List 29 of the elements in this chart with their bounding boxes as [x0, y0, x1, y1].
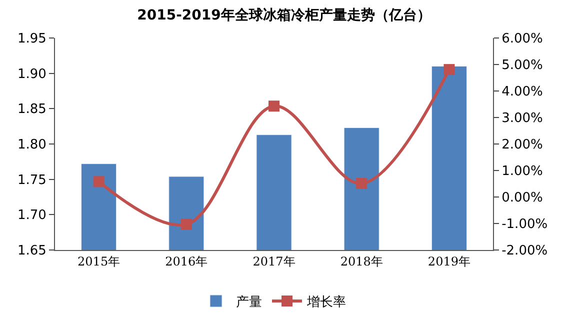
- x-tick-label: 2019年: [428, 254, 470, 268]
- y2-tick-label: 2.00%: [502, 138, 543, 153]
- legend-label: 增长率: [306, 294, 346, 310]
- y-tick-label: 1.85: [17, 102, 46, 118]
- y2-tick-label: 0.00%: [502, 190, 543, 206]
- y2-tick-label: 4.00%: [502, 84, 543, 100]
- point: [180, 218, 192, 230]
- chart-title: 2015-2019年全球冰箱冷柜产量走势（亿台）: [137, 6, 431, 24]
- y2-tick-label: -1.00%: [502, 217, 548, 232]
- x-tick-label: 2016年: [165, 254, 208, 268]
- y2-tick-label: -2.00%: [502, 244, 548, 259]
- point: [268, 100, 280, 112]
- x-tick-label: 2018年: [340, 254, 383, 268]
- x-tick-label: 2017年: [252, 254, 296, 268]
- legend-label: 产量: [236, 295, 262, 310]
- y2-tick-label: 6.00%: [502, 32, 543, 47]
- x-tick-label: 2015年: [78, 254, 120, 268]
- y-tick-label: 1.65: [17, 244, 46, 259]
- point: [356, 178, 368, 189]
- y2-tick-label: 1.00%: [502, 164, 543, 180]
- y-tick-label: 1.80: [17, 138, 46, 153]
- point: [93, 176, 104, 188]
- y2-tick-label: 3.00%: [502, 111, 543, 126]
- y-tick-label: 1.90: [17, 66, 46, 82]
- y2-tick-label: 5.00%: [502, 58, 543, 74]
- y-tick-label: 1.75: [17, 172, 46, 188]
- y-tick-label: 1.95: [17, 32, 46, 47]
- y-tick-label: 1.70: [17, 208, 46, 224]
- point: [444, 64, 455, 76]
